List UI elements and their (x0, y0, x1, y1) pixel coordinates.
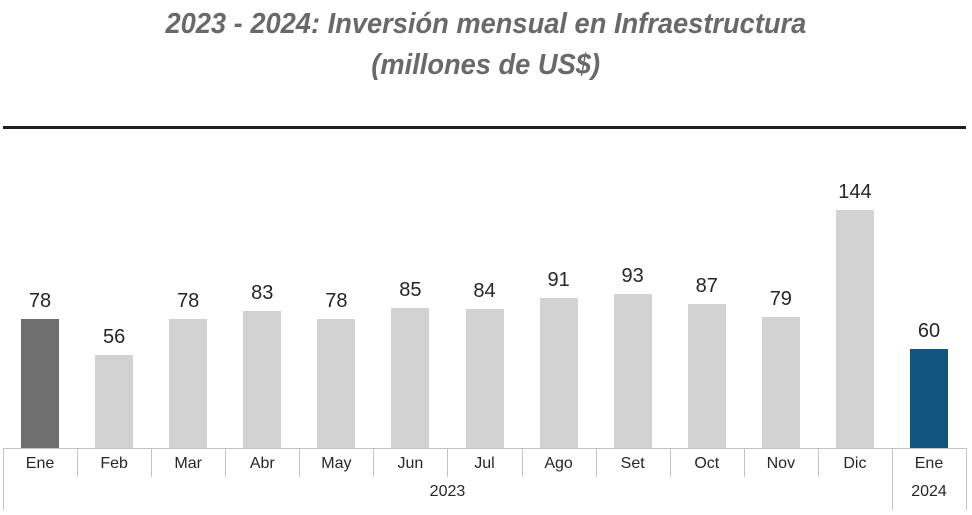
axis-month-label: Ago (544, 455, 573, 472)
bar (391, 308, 430, 448)
bar-column: 60 (892, 140, 966, 448)
axis-month-label: Abr (249, 455, 275, 472)
title-divider (3, 126, 966, 129)
bar-value-label: 60 (917, 320, 941, 342)
axis-tick (151, 448, 153, 477)
axis-tick (521, 448, 523, 477)
axis-month-label: Dic (843, 455, 867, 472)
axis-tick (595, 448, 597, 477)
bar-column: 78 (299, 140, 373, 448)
bar-value-label: 83 (251, 282, 274, 304)
axis-tick (817, 448, 819, 477)
bar (95, 355, 134, 448)
bar-column: 93 (596, 140, 670, 448)
bar-value-label: 78 (177, 290, 200, 312)
bar-value-label: 93 (621, 265, 644, 287)
axis-month-label: Ene (914, 455, 944, 472)
axis-month-label: Oct (694, 455, 720, 472)
bar-chart-plot-area: 78 56 78 83 78 85 84 91 93 87 79 144 60 (3, 140, 966, 448)
bar-column: 91 (522, 140, 596, 448)
axis-month-label: Ene (25, 455, 55, 472)
axis-month-label: Feb (100, 455, 128, 472)
bar (317, 319, 356, 448)
axis-tick (225, 448, 227, 477)
axis-year-label: 2023 (429, 483, 466, 500)
axis-baseline (3, 448, 966, 449)
page-title: 2023 - 2024: Inversión mensual en Infrae… (0, 4, 972, 86)
axis-tick (373, 448, 375, 477)
axis-tick (77, 448, 79, 477)
axis-tick (299, 448, 301, 477)
title-line-2: (millones de US$) (371, 49, 601, 81)
axis-tick (891, 448, 893, 510)
bar-value-label: 78 (325, 290, 348, 312)
axis-tick (743, 448, 745, 477)
bar-column: 84 (447, 140, 521, 448)
axis-month-label: Set (620, 455, 645, 472)
bar-column: 83 (225, 140, 299, 448)
bar (243, 311, 282, 448)
axis-tick (966, 448, 968, 510)
bar-value-label: 85 (399, 279, 422, 301)
axis-month-label: Mar (174, 455, 202, 472)
bar-column: 79 (744, 140, 818, 448)
axis-tick (669, 448, 671, 477)
bar (21, 319, 60, 448)
bar (687, 304, 726, 448)
bar (465, 309, 504, 448)
bar (909, 349, 948, 448)
axis-year-label: 2024 (911, 483, 947, 500)
bar-column: 78 (151, 140, 225, 448)
bar-column: 78 (3, 140, 77, 448)
bar (613, 294, 652, 448)
bar-value-label: 56 (102, 326, 126, 348)
bar (169, 319, 208, 448)
bar (539, 298, 578, 448)
x-axis: Ene Feb Mar Abr May Jun Jul Ago Set Oct Nov Dic Ene 2… (0, 448, 972, 514)
bar-value-label: 91 (547, 269, 570, 291)
bar-value-label: 78 (28, 290, 52, 312)
bar-column: 144 (818, 140, 892, 448)
bar-column: 56 (77, 140, 151, 448)
axis-tick (3, 448, 4, 510)
bar-column: 87 (670, 140, 744, 448)
axis-tick (447, 448, 449, 477)
bar-value-label: 144 (838, 181, 872, 203)
bar (835, 210, 874, 448)
axis-month-label: Jul (474, 455, 495, 472)
axis-month-label: Jun (397, 455, 424, 472)
bar-value-label: 87 (695, 275, 718, 297)
bar (761, 317, 800, 448)
axis-month-label: Nov (766, 455, 796, 472)
axis-month-label: May (321, 455, 352, 472)
bar-column: 85 (373, 140, 447, 448)
bar-value-label: 79 (769, 288, 792, 310)
bar-value-label: 84 (473, 280, 496, 302)
title-line-1: 2023 - 2024: Inversión mensual en Infrae… (165, 8, 807, 40)
